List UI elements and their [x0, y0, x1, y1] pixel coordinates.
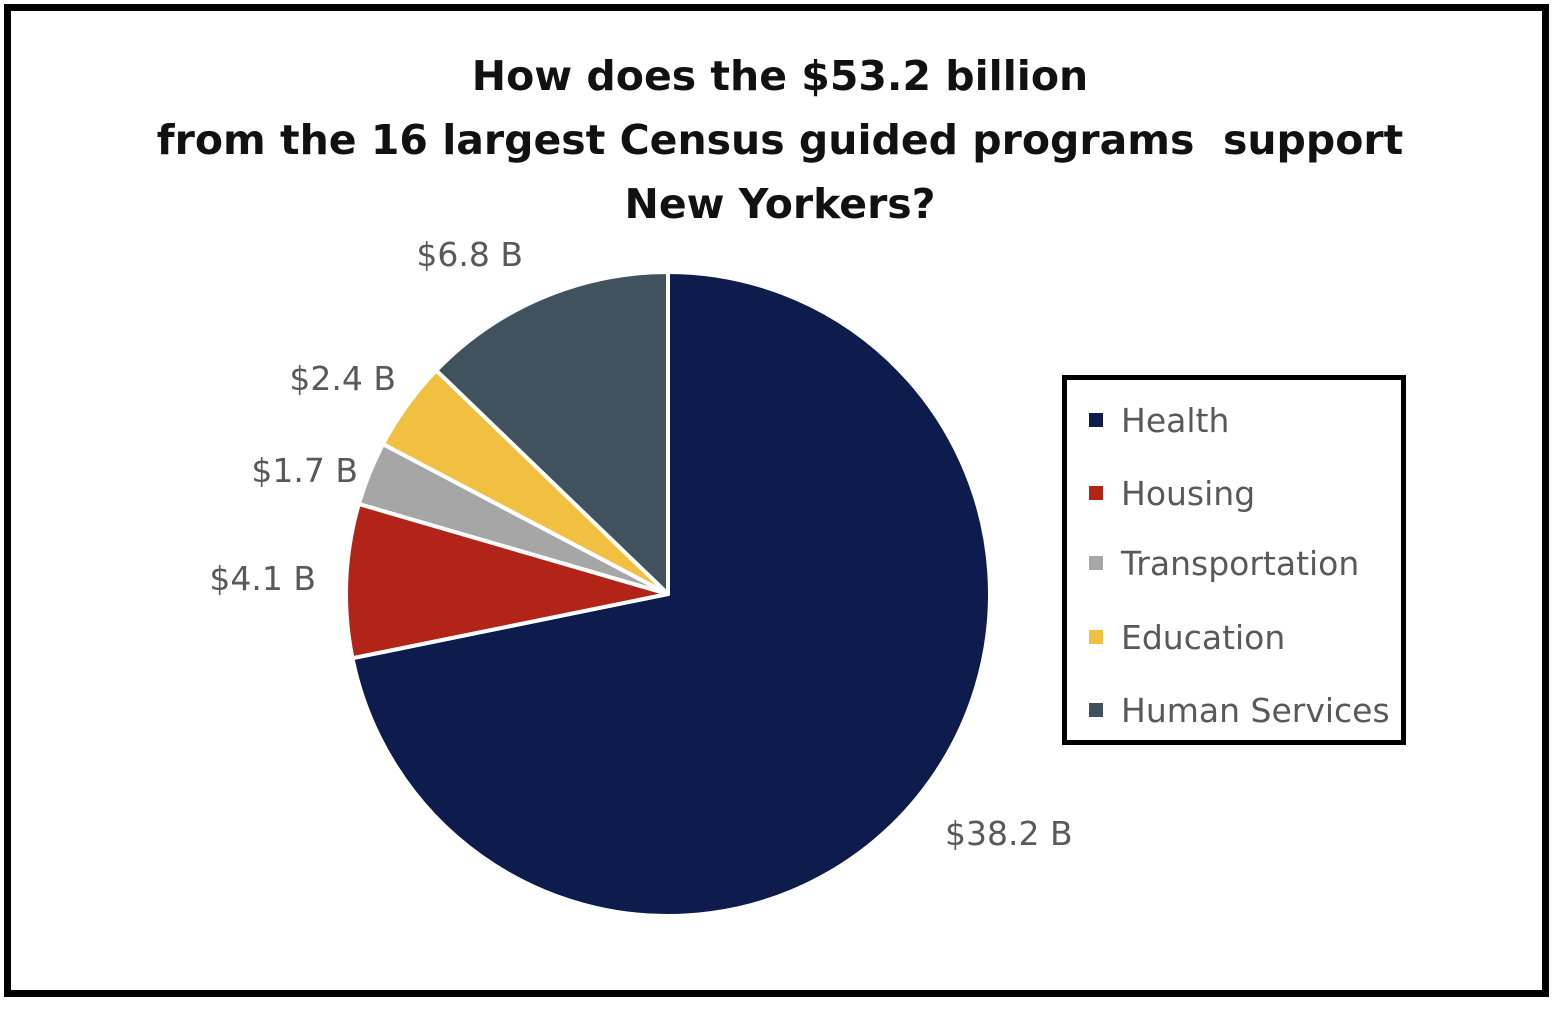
chart-title-line-2: from the 16 largest Census guided progra… [156, 116, 1404, 164]
legend-item-human-services: Human Services [1089, 690, 1390, 730]
data-label-education: $2.4 B [289, 359, 396, 398]
legend-item-transportation: Transportation [1089, 543, 1359, 583]
legend-item-education: Education [1089, 617, 1285, 657]
legend-label-health: Health [1121, 400, 1230, 440]
legend-label-education: Education [1121, 617, 1286, 657]
legend-swatch-human-services [1089, 703, 1103, 717]
chart-title-line-1: How does the $53.2 billion [471, 52, 1089, 100]
data-label-human-services: $6.8 B [416, 235, 523, 274]
legend-item-housing: Housing [1089, 473, 1255, 513]
legend-swatch-education [1089, 630, 1103, 644]
data-label-housing: $4.1 B [209, 559, 316, 598]
legend-label-transportation: Transportation [1121, 543, 1360, 583]
data-label-health: $38.2 B [945, 814, 1073, 853]
pie-slice-health [350, 270, 992, 918]
legend-swatch-housing [1089, 486, 1103, 500]
chart-title-line-3: New Yorkers? [624, 180, 936, 228]
chart-title: How does the $53.2 billion from the 16 l… [0, 44, 1560, 236]
legend-label-human-services: Human Services [1121, 690, 1390, 730]
legend-item-health: Health [1089, 400, 1229, 440]
data-label-transportation: $1.7 B [251, 451, 358, 490]
legend-label-housing: Housing [1121, 473, 1256, 513]
pie-slice-housing [344, 501, 670, 661]
chart-legend: Health Housing Transportation Education … [1062, 375, 1406, 745]
legend-swatch-health [1089, 413, 1103, 427]
pie-slice-human-services [434, 270, 670, 596]
pie-data-labels: $38.2 B $4.1 B $1.7 B $2.4 B $6.8 B [209, 235, 1072, 853]
pie-slices [344, 270, 992, 918]
legend-swatch-transportation [1089, 556, 1103, 570]
